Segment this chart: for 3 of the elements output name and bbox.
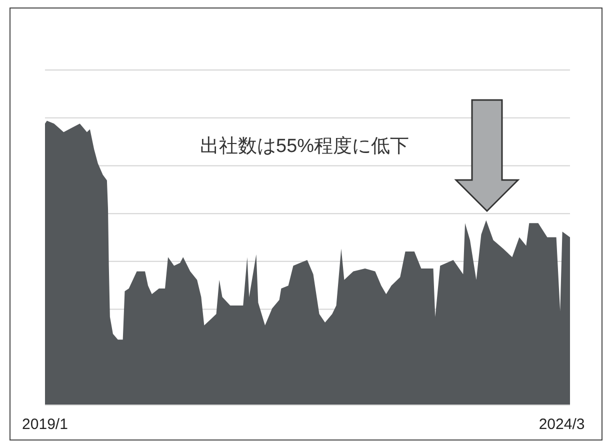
x-tick-label: 2019/1 — [22, 416, 68, 433]
annotation: 出社数は55%程度に低下 — [200, 135, 410, 157]
x-tick-label: 2024/3 — [538, 416, 585, 433]
